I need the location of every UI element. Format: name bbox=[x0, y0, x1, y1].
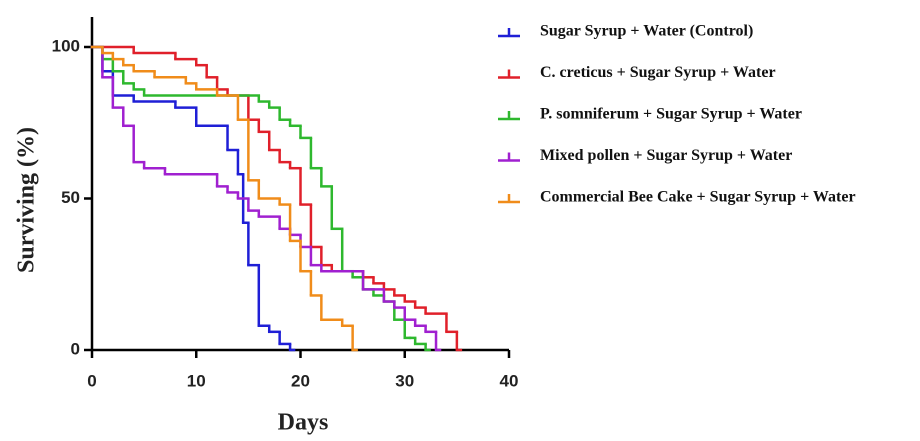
x-tick-label: 20 bbox=[291, 371, 310, 390]
legend-label: Mixed pollen + Sugar Syrup + Water bbox=[540, 147, 792, 164]
x-tick-label: 40 bbox=[500, 371, 519, 390]
x-axis-title: Days bbox=[278, 410, 329, 436]
legend-label: P. somniferum + Sugar Syrup + Water bbox=[540, 106, 802, 123]
x-tick-label: 10 bbox=[187, 371, 206, 390]
y-tick-label: 0 bbox=[71, 339, 80, 358]
y-tick-label: 100 bbox=[52, 36, 80, 55]
legend-label: Commercial Bee Cake + Sugar Syrup + Wate… bbox=[540, 189, 856, 206]
x-tick-label: 0 bbox=[87, 371, 96, 390]
legend-label: Sugar Syrup + Water (Control) bbox=[540, 23, 753, 40]
y-tick-label: 50 bbox=[61, 188, 80, 207]
legend-label: C. creticus + Sugar Syrup + Water bbox=[540, 64, 776, 81]
y-axis-title: Surviving (%) bbox=[14, 127, 40, 273]
x-tick-label: 30 bbox=[395, 371, 414, 390]
